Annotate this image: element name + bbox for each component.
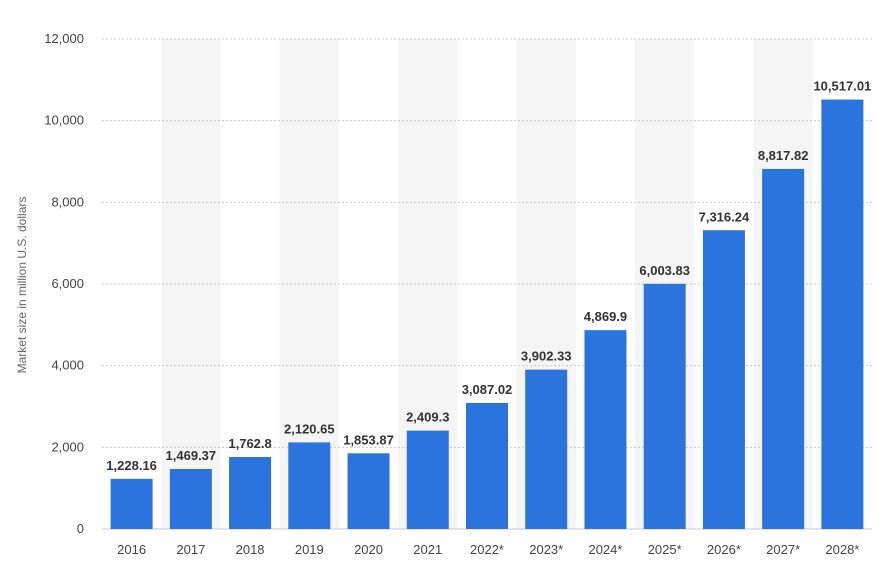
y-tick-label: 6,000 (51, 276, 84, 291)
y-tick-label: 2,000 (51, 439, 84, 454)
data-label: 2,120.65 (284, 421, 335, 436)
y-tick-label: 8,000 (51, 194, 84, 209)
x-tick-label: 2021 (413, 542, 442, 557)
y-tick-label: 12,000 (44, 31, 84, 46)
x-tick-label: 2025* (648, 542, 682, 557)
data-label: 3,087.02 (462, 382, 513, 397)
x-tick-label: 2020 (354, 542, 383, 557)
x-tick-label: 2027* (766, 542, 800, 557)
y-tick-label: 4,000 (51, 358, 84, 373)
bar (584, 330, 627, 529)
data-labels: 1,228.16 1,469.37 1,762.8 2,120.65 1,853.87 2… (106, 79, 871, 473)
data-label: 3,902.33 (521, 349, 572, 364)
x-tick-label: 2019 (295, 542, 324, 557)
bar (702, 230, 745, 529)
bars (110, 99, 864, 530)
data-label: 4,869.9 (584, 309, 627, 324)
bar (821, 99, 864, 530)
data-label: 10,517.01 (813, 79, 871, 94)
bar (466, 402, 508, 529)
data-label: 1,853.87 (343, 432, 394, 447)
bar (643, 283, 686, 529)
bar (110, 478, 153, 529)
y-tick-label: 0 (77, 521, 84, 536)
x-tick-label: 2024* (588, 542, 622, 557)
bar (406, 430, 449, 529)
bar (169, 469, 212, 529)
bar (229, 457, 272, 529)
data-label: 1,469.37 (166, 448, 217, 463)
x-tick-label: 2023* (529, 542, 563, 557)
bar (347, 453, 390, 529)
bar (288, 442, 331, 529)
data-label: 2,409.3 (406, 410, 449, 425)
y-tick-label: 10,000 (44, 113, 84, 128)
x-tick-label: 2028* (825, 542, 859, 557)
bar (525, 369, 568, 529)
x-tick-label: 2017 (176, 542, 205, 557)
x-tick-label: 2018 (236, 542, 265, 557)
data-label: 6,003.83 (639, 263, 690, 278)
y-axis-ticks: 0 2,000 4,000 6,000 8,000 10,000 12,000 (44, 31, 84, 536)
y-axis-label: Market size in million U.S. dollars (15, 197, 29, 374)
x-tick-label: 2022* (470, 542, 504, 557)
data-label: 1,228.16 (106, 458, 157, 473)
data-label: 8,817.82 (758, 148, 809, 163)
x-tick-label: 2026* (707, 542, 741, 557)
x-tick-label: 2016 (117, 542, 146, 557)
data-label: 1,762.8 (228, 436, 271, 451)
x-axis-ticks: 2016 2017 2018 2019 2020 2021 2022* 2023* 2024* 2… (117, 542, 859, 557)
data-label: 7,316.24 (699, 209, 750, 224)
bar (762, 168, 805, 529)
